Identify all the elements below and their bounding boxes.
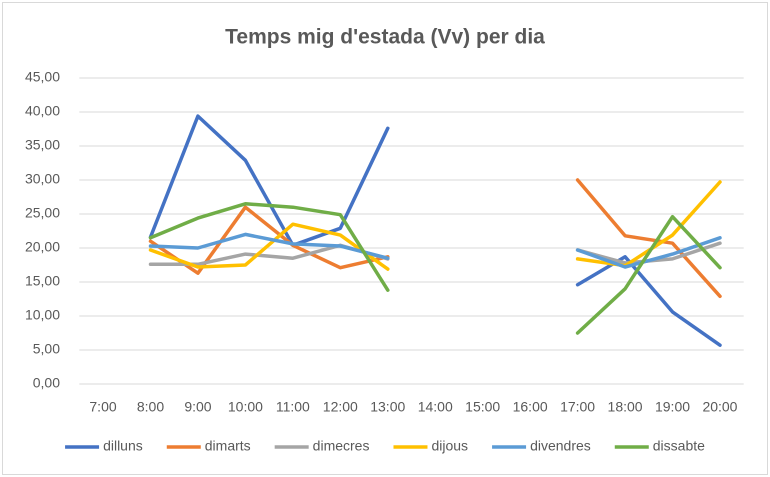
legend-item: divendres	[492, 438, 591, 454]
y-tick-label: 30,00	[25, 171, 60, 187]
x-tick-label: 20:00	[702, 399, 737, 415]
legend-label: dimecres	[313, 438, 370, 454]
x-tick-label: 17:00	[560, 399, 595, 415]
legend-label: dijous	[431, 438, 468, 454]
legend-item: dimecres	[274, 438, 370, 454]
x-tick-label: 11:00	[276, 399, 310, 415]
x-tick-label: 8:00	[137, 399, 164, 415]
legend-item: dilluns	[65, 438, 143, 454]
y-tick-label: 45,00	[25, 69, 60, 85]
legend-item: dissabte	[614, 438, 705, 454]
y-tick-label: 15,00	[25, 273, 60, 289]
series-line	[148, 202, 722, 335]
chart-title: Temps mig d'estada (Vv) per dia	[225, 26, 545, 49]
y-tick-label: 40,00	[25, 103, 60, 119]
x-tick-label: 9:00	[184, 399, 211, 415]
y-tick-label: 10,00	[25, 307, 60, 323]
x-tick-label: 18:00	[608, 399, 643, 415]
y-tick-label: 25,00	[25, 205, 60, 221]
x-tick-label: 16:00	[513, 399, 548, 415]
legend-label: divendres	[530, 438, 591, 454]
series-line	[148, 178, 722, 299]
legend-label: dilluns	[103, 438, 143, 454]
y-tick-label: 0,00	[33, 375, 60, 391]
x-tick-label: 13:00	[370, 399, 405, 415]
y-tick-label: 35,00	[25, 137, 60, 153]
legend-item: dijous	[393, 438, 468, 454]
y-tick-label: 20,00	[25, 239, 60, 255]
y-tick-label: 5,00	[33, 341, 60, 357]
x-tick-label: 7:00	[89, 399, 116, 415]
legend-item: dimarts	[166, 438, 251, 454]
x-tick-label: 10:00	[228, 399, 263, 415]
x-tick-label: 19:00	[655, 399, 690, 415]
x-tick-label: 15:00	[465, 399, 500, 415]
x-tick-label: 14:00	[418, 399, 453, 415]
series-line	[148, 114, 722, 347]
x-tick-label: 12:00	[323, 399, 358, 415]
series-line	[148, 232, 722, 269]
legend-label: dimarts	[205, 438, 251, 454]
legend-label: dissabte	[653, 438, 705, 454]
